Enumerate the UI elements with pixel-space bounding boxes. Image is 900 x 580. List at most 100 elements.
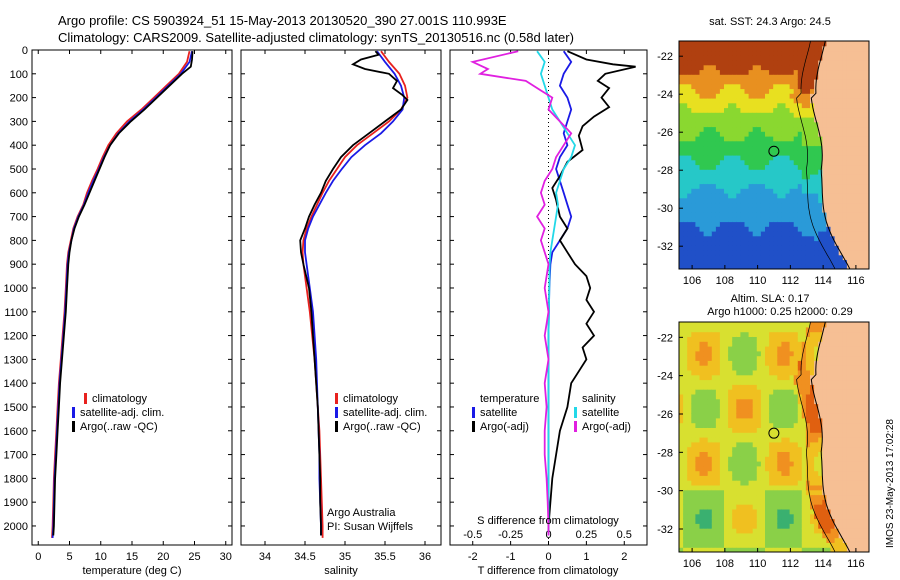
map-cell: [740, 499, 746, 505]
map-cell: [679, 403, 684, 409]
map-cell: [748, 437, 754, 443]
map-cell: [691, 446, 696, 452]
map-cell: [683, 112, 688, 118]
map-cell: [846, 240, 852, 246]
map-cell: [765, 50, 770, 56]
map-cell: [707, 408, 713, 414]
map-cell: [732, 50, 737, 56]
map-cell: [822, 461, 827, 467]
map-cell: [748, 183, 754, 189]
map-cell: [719, 159, 725, 166]
map-cell: [851, 93, 856, 99]
map-cell: [851, 537, 856, 543]
map-cell: [846, 235, 852, 242]
map-cell: [728, 547, 733, 552]
map-cell: [691, 60, 696, 66]
map-cell: [691, 102, 696, 109]
map-cell: [711, 432, 717, 438]
map-cell: [777, 484, 782, 491]
map-cell: [724, 508, 729, 515]
map-cell: [822, 74, 827, 80]
map-cell: [785, 422, 791, 428]
map-cell: [781, 322, 787, 328]
map-cell: [801, 484, 807, 491]
map-cell: [830, 379, 836, 385]
map-cell: [810, 159, 815, 166]
map-cell: [756, 484, 762, 491]
map-cell: [785, 341, 791, 347]
map-cell: [724, 107, 729, 113]
map-cell: [818, 64, 823, 71]
map-cell: [679, 441, 684, 448]
map-cell: [781, 456, 787, 462]
map-cell: [756, 98, 762, 104]
map-cell: [793, 131, 799, 137]
map-cell: [703, 202, 709, 208]
map-cell: [707, 259, 713, 265]
map-cell: [797, 231, 803, 237]
map-cell: [789, 374, 795, 381]
map-cell: [748, 226, 754, 232]
map-cell: [711, 131, 717, 137]
map-cell: [736, 250, 741, 256]
map-cell: [834, 183, 840, 189]
map-cell: [748, 155, 754, 161]
map-cell: [826, 417, 832, 424]
map-cell: [744, 508, 750, 515]
map-cell: [732, 451, 737, 457]
map-cell: [756, 350, 762, 357]
map-cell: [777, 523, 782, 529]
x-tick-label-salinity: 0.5: [617, 529, 632, 541]
map-cell: [818, 174, 823, 180]
map-cell: [863, 235, 868, 242]
map-cell: [777, 74, 782, 80]
map-cell: [683, 235, 688, 242]
map-cell: [846, 221, 852, 227]
map-cell: [842, 384, 848, 390]
map-cell: [859, 441, 864, 448]
map-cell: [699, 83, 705, 90]
map-cell: [756, 341, 762, 347]
map-cell: [834, 480, 840, 486]
map-cell: [838, 475, 844, 481]
map-cell: [769, 413, 774, 419]
map-cell: [834, 212, 840, 218]
map-cell: [748, 389, 754, 395]
map-cell: [805, 60, 811, 66]
map-cell: [687, 74, 692, 80]
map-cell: [793, 240, 799, 246]
map-cell: [740, 216, 746, 223]
map-cell: [707, 331, 713, 337]
map-cell: [842, 326, 848, 333]
map-cell: [719, 231, 725, 237]
map-cell: [724, 193, 729, 199]
map-cell: [777, 207, 782, 213]
map-cell: [724, 389, 729, 395]
map-cell: [719, 360, 725, 366]
map-cell: [846, 441, 852, 448]
map-cell: [805, 518, 811, 524]
map-cell: [805, 326, 811, 333]
map-cell: [752, 331, 758, 337]
map-cell: [842, 45, 848, 52]
map-cell: [805, 221, 811, 227]
map-cell: [814, 202, 819, 208]
sla-map: [679, 322, 869, 552]
map-cell: [724, 235, 729, 242]
map-cell: [834, 484, 840, 491]
map-cell: [707, 532, 713, 539]
map-cell: [765, 475, 770, 481]
map-cell: [756, 480, 762, 486]
map-cell: [859, 336, 864, 342]
map-cell: [740, 475, 746, 481]
map-cell: [687, 164, 692, 170]
map-cell: [851, 417, 856, 424]
map-cell: [814, 437, 819, 443]
map-cell: [703, 508, 709, 515]
map-cell: [867, 499, 869, 505]
map-cell: [785, 413, 791, 419]
map-cell: [818, 437, 823, 443]
map-cell: [781, 45, 787, 52]
map-cell: [838, 422, 844, 428]
map-cell: [679, 254, 684, 261]
